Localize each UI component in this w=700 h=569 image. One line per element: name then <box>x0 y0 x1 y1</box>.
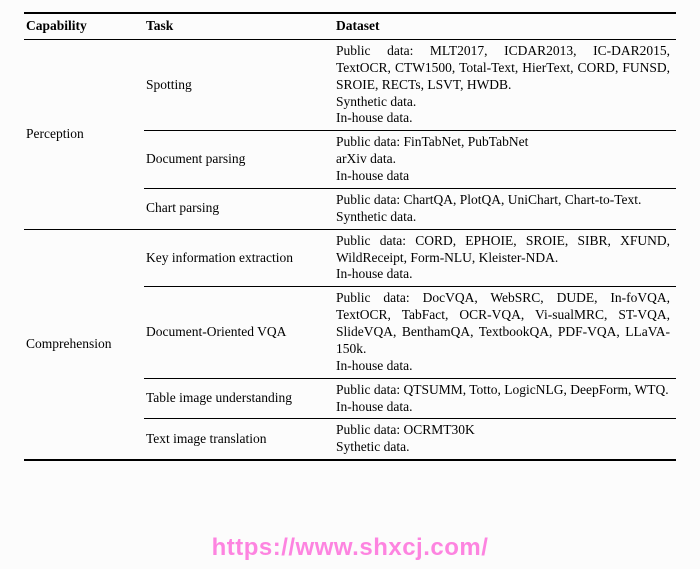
dataset-line: In-house data. <box>336 266 670 283</box>
dataset-line: Public data: FinTabNet, PubTabNet <box>336 134 670 151</box>
dataset-line: Synthetic data. <box>336 94 670 111</box>
dataset-cell: Public data: QTSUMM, Totto, LogicNLG, De… <box>334 378 676 419</box>
capability-table: Capability Task Dataset PerceptionSpotti… <box>24 12 676 461</box>
dataset-line: Sythetic data. <box>336 439 670 456</box>
col-capability: Capability <box>24 13 144 39</box>
task-cell: Document-Oriented VQA <box>144 287 334 378</box>
dataset-line: Public data: MLT2017, ICDAR2013, IC-DAR2… <box>336 43 670 94</box>
table-row: ComprehensionKey information extractionP… <box>24 229 676 287</box>
dataset-line: In-house data <box>336 168 670 185</box>
capability-cell: Comprehension <box>24 229 144 460</box>
table-header: Capability Task Dataset <box>24 13 676 39</box>
dataset-cell: Public data: FinTabNet, PubTabNetarXiv d… <box>334 131 676 189</box>
dataset-line: Public data: QTSUMM, Totto, LogicNLG, De… <box>336 382 670 399</box>
dataset-line: In-house data. <box>336 110 670 127</box>
capability-cell: Perception <box>24 39 144 229</box>
dataset-cell: Public data: CORD, EPHOIE, SROIE, SIBR, … <box>334 229 676 287</box>
dataset-line: Public data: ChartQA, PlotQA, UniChart, … <box>336 192 670 209</box>
table-row: PerceptionSpottingPublic data: MLT2017, … <box>24 39 676 130</box>
dataset-cell: Public data: MLT2017, ICDAR2013, IC-DAR2… <box>334 39 676 130</box>
task-cell: Text image translation <box>144 419 334 460</box>
dataset-cell: Public data: ChartQA, PlotQA, UniChart, … <box>334 188 676 229</box>
task-cell: Table image understanding <box>144 378 334 419</box>
dataset-line: Public data: CORD, EPHOIE, SROIE, SIBR, … <box>336 233 670 267</box>
task-cell: Spotting <box>144 39 334 130</box>
dataset-line: Public data: DocVQA, WebSRC, DUDE, In-fo… <box>336 290 670 358</box>
col-dataset: Dataset <box>334 13 676 39</box>
task-cell: Document parsing <box>144 131 334 189</box>
dataset-cell: Public data: OCRMT30KSythetic data. <box>334 419 676 460</box>
table-container: Capability Task Dataset PerceptionSpotti… <box>0 0 700 461</box>
dataset-line: Synthetic data. <box>336 209 670 226</box>
dataset-line: In-house data. <box>336 399 670 416</box>
table-body: PerceptionSpottingPublic data: MLT2017, … <box>24 39 676 460</box>
dataset-line: In-house data. <box>336 358 670 375</box>
col-task: Task <box>144 13 334 39</box>
task-cell: Chart parsing <box>144 188 334 229</box>
dataset-line: Public data: OCRMT30K <box>336 422 670 439</box>
dataset-cell: Public data: DocVQA, WebSRC, DUDE, In-fo… <box>334 287 676 378</box>
watermark-text: https://www.shxcj.com/ <box>0 533 700 563</box>
task-cell: Key information extraction <box>144 229 334 287</box>
dataset-line: arXiv data. <box>336 151 670 168</box>
